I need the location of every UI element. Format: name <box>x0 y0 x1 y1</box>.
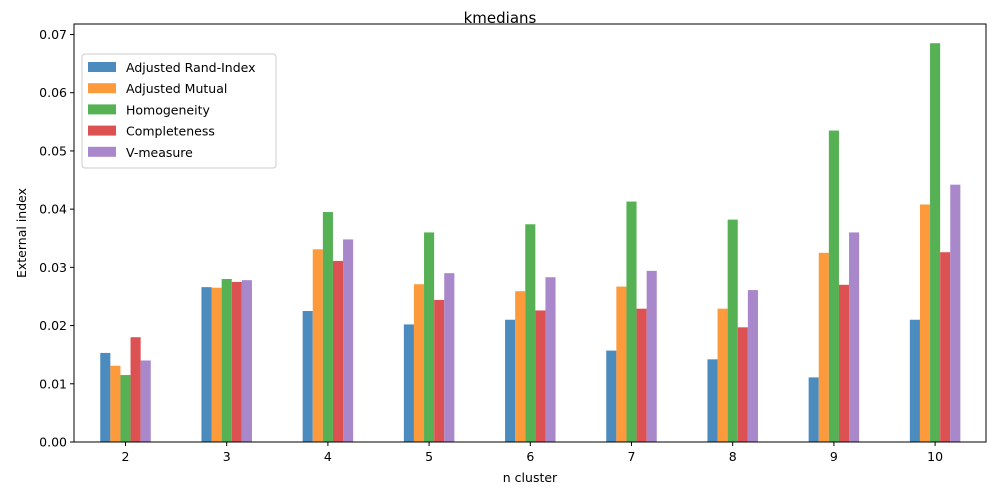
bar-completeness-8 <box>737 327 748 442</box>
bar-adjusted-rand-index-5 <box>403 324 414 442</box>
bar-adjusted-rand-index-6 <box>505 319 516 442</box>
bar-v-measure-6 <box>545 277 556 442</box>
bar-completeness-5 <box>434 299 445 442</box>
bar-adjusted-rand-index-7 <box>606 350 617 442</box>
bar-adjusted-mutual-10 <box>919 204 931 442</box>
bar-v-measure-2 <box>140 360 151 442</box>
bar-v-measure-7 <box>646 270 657 442</box>
bar-adjusted-mutual-2 <box>110 365 121 442</box>
bar-adjusted-rand-index-3 <box>201 287 212 442</box>
legend-box <box>81 53 277 169</box>
bar-homogeneity-7 <box>626 201 637 442</box>
plot-frame <box>73 23 987 443</box>
bar-homogeneity-3 <box>221 278 232 442</box>
bar-homogeneity-9 <box>828 130 839 442</box>
bar-completeness-10 <box>940 252 951 442</box>
bar-adjusted-rand-index-4 <box>302 311 313 442</box>
bar-adjusted-mutual-8 <box>717 308 728 442</box>
bar-completeness-7 <box>636 308 647 442</box>
x-tick-label: 10 <box>927 449 943 464</box>
y-axis: 0.00 0.01 0.02 0.03 0.04 0.05 0.06 0.07 <box>39 27 74 450</box>
bar-completeness-9 <box>838 284 850 442</box>
bar-adjusted-mutual-7 <box>616 286 627 442</box>
y-tick-label: 0.04 <box>39 202 67 217</box>
bar-v-measure-4 <box>343 239 354 442</box>
bar-completeness-2 <box>130 337 141 442</box>
bar-completeness-6 <box>535 310 546 442</box>
x-tick-label: 7 <box>628 449 636 464</box>
x-tick-label: 4 <box>324 449 332 464</box>
bar-adjusted-mutual-4 <box>312 249 323 442</box>
bar-completeness-3 <box>231 281 242 442</box>
bar-adjusted-rand-index-2 <box>100 352 111 442</box>
x-tick-label: 9 <box>830 449 838 464</box>
x-tick-label: 5 <box>425 449 433 464</box>
chart-title: kmedians <box>464 9 537 27</box>
legend-swatch <box>88 104 116 115</box>
legend: Adjusted Rand-Index Adjusted Mutual Homoge… <box>81 53 277 169</box>
bar-v-measure-8 <box>747 290 758 442</box>
y-tick-label: 0.01 <box>39 376 67 391</box>
legend-label: Completeness <box>126 124 215 139</box>
y-tick-label: 0.02 <box>39 318 67 333</box>
y-tick-label: 0.05 <box>39 143 67 158</box>
y-axis-label: External index <box>14 188 29 278</box>
bar-adjusted-rand-index-10 <box>909 319 920 442</box>
bar-adjusted-mutual-5 <box>413 284 425 442</box>
x-axis-label: n cluster <box>503 470 558 485</box>
bar-v-measure-5 <box>444 273 455 442</box>
y-tick-label: 0.06 <box>39 85 67 100</box>
x-tick-label: 3 <box>223 449 231 464</box>
y-tick-label: 0.07 <box>39 27 67 42</box>
bar-homogeneity-2 <box>120 375 131 442</box>
legend-label: V-measure <box>126 145 193 160</box>
bar-adjusted-mutual-9 <box>818 252 829 442</box>
x-axis: 2 3 4 5 6 7 8 9 10 <box>122 442 943 464</box>
bars-layer <box>100 43 961 442</box>
bar-adjusted-mutual-3 <box>211 287 222 442</box>
legend-swatch <box>88 83 116 94</box>
legend-label: Adjusted Rand-Index <box>126 60 256 75</box>
legend-swatch <box>88 62 116 72</box>
bar-homogeneity-5 <box>424 232 435 442</box>
legend-label: Homogeneity <box>126 102 210 117</box>
x-tick-label: 6 <box>526 449 534 464</box>
bar-v-measure-3 <box>241 280 252 442</box>
bar-v-measure-9 <box>849 232 860 442</box>
bar-adjusted-rand-index-9 <box>808 377 819 442</box>
x-tick-label: 8 <box>729 449 737 464</box>
legend-swatch <box>88 125 116 136</box>
legend-label: Adjusted Mutual <box>126 81 227 96</box>
legend-swatch <box>88 146 116 157</box>
x-tick-label: 2 <box>122 449 130 464</box>
bar-completeness-4 <box>332 260 344 442</box>
bar-homogeneity-4 <box>322 212 333 442</box>
bar-homogeneity-8 <box>727 219 738 442</box>
y-tick-label: 0.03 <box>39 260 67 275</box>
bar-adjusted-mutual-6 <box>515 291 526 442</box>
bar-adjusted-rand-index-8 <box>707 359 718 442</box>
y-tick-label: 0.00 <box>39 435 67 450</box>
bar-v-measure-10 <box>950 184 961 442</box>
bar-homogeneity-6 <box>525 224 536 442</box>
bar-homogeneity-10 <box>930 43 941 442</box>
